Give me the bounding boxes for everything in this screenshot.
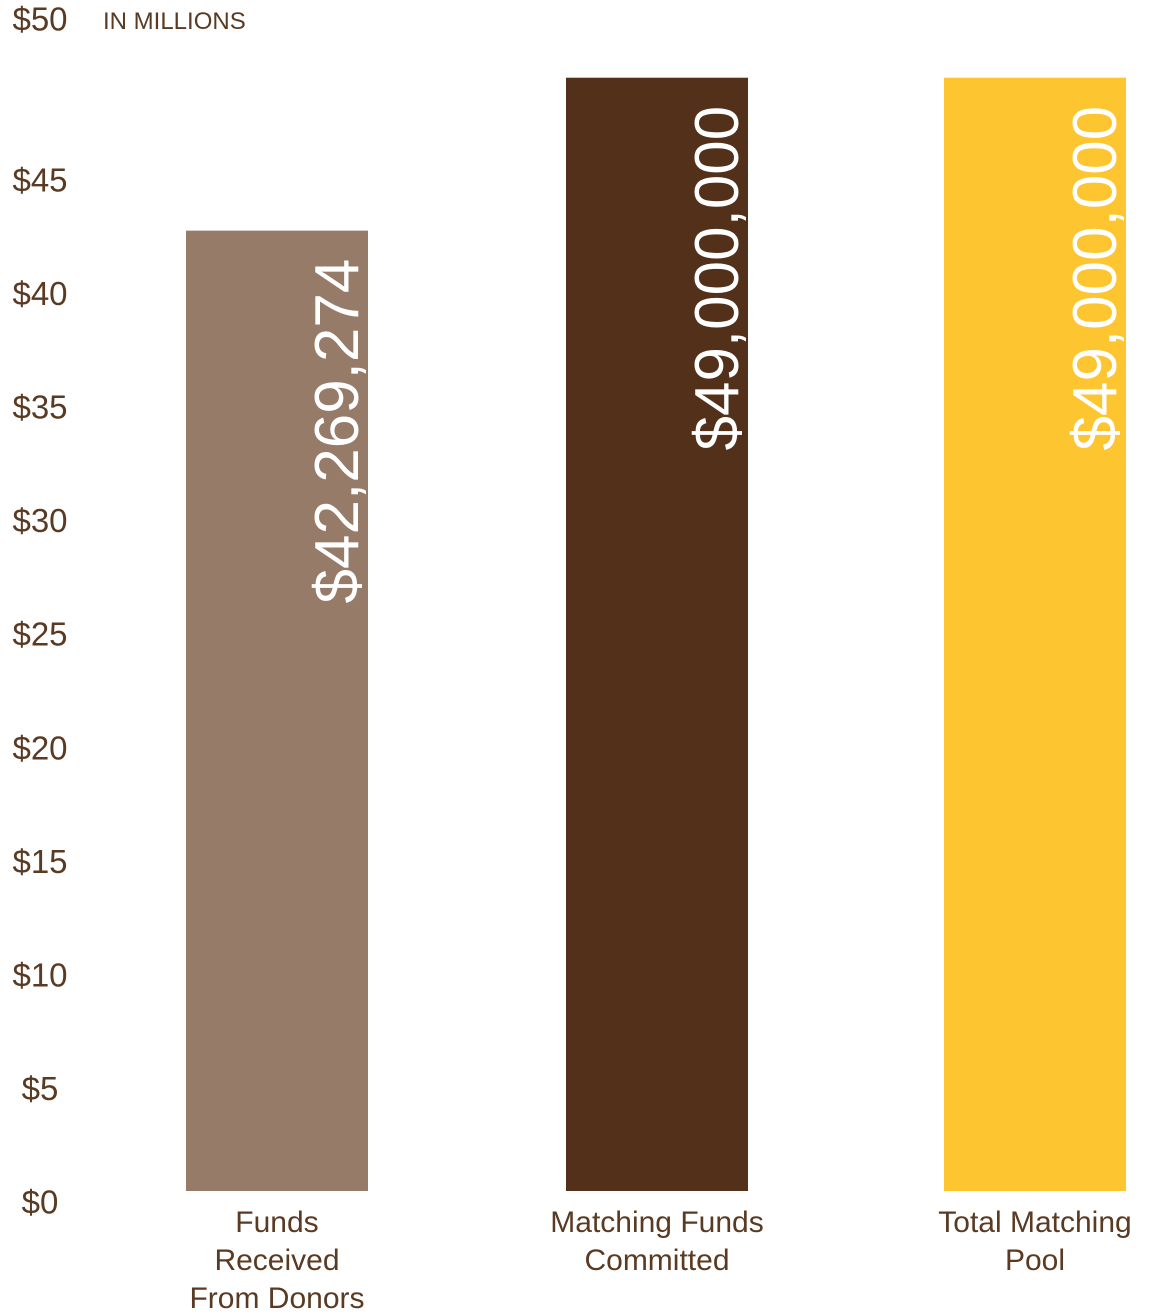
bar-value-label: $49,000,000: [1061, 106, 1130, 451]
category-label: Total Matching Pool: [938, 1206, 1131, 1277]
category-label-line: Received: [214, 1244, 339, 1277]
bar-value-label: $49,000,000: [683, 106, 752, 451]
y-tick-label: $20: [12, 729, 67, 766]
category-label-line: Total Matching: [938, 1206, 1131, 1239]
y-tick-label: $0: [22, 1184, 59, 1221]
value-labels: $42,269,274 $49,000,000 $49,000,000: [303, 106, 1130, 604]
bar: [944, 77, 1126, 1192]
bar-value-label: $42,269,274: [303, 259, 372, 604]
y-tick-label: $50: [12, 1, 67, 38]
y-tick-label: $35: [12, 389, 67, 426]
y-tick-label: $45: [12, 161, 67, 198]
category-labels: Funds Received From Donors Matching Funds Co…: [189, 1206, 1131, 1314]
category-label: Matching Funds Committed: [550, 1206, 763, 1277]
unit-label: IN MILLIONS: [103, 8, 246, 35]
y-axis: $0 $5 $10 $15 $20 $25 $30 $35 $40 $45 $50: [12, 1, 67, 1221]
category-label-line: Pool: [1005, 1244, 1065, 1277]
y-tick-label: $25: [12, 616, 67, 653]
y-tick-label: $10: [12, 957, 67, 994]
category-label-line: From Donors: [189, 1282, 364, 1314]
category-label: Funds Received From Donors: [189, 1206, 364, 1314]
bar: [566, 77, 748, 1192]
category-label-line: Committed: [584, 1244, 729, 1277]
y-tick-label: $40: [12, 275, 67, 312]
y-tick-label: $30: [12, 502, 67, 539]
category-label-line: Matching Funds: [550, 1206, 763, 1239]
bars: [186, 77, 1126, 1192]
y-tick-label: $15: [12, 843, 67, 880]
y-tick-label: $5: [22, 1070, 59, 1107]
bar: [186, 230, 368, 1191]
category-label-line: Funds: [235, 1206, 318, 1239]
